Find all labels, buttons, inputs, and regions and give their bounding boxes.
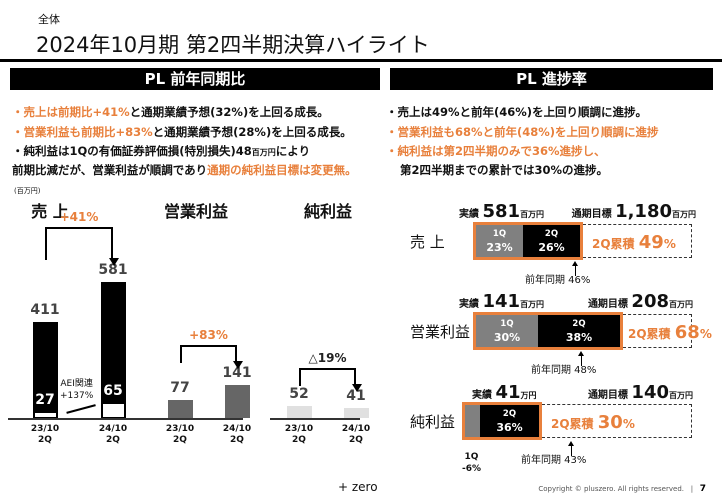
bar: [225, 385, 250, 418]
section-header-left: PL 前年同期比: [10, 68, 380, 90]
prior-year-marker: [575, 264, 576, 276]
bar-value: 411: [30, 301, 60, 318]
right-bullet-2: ・営業利益も68%と前年(48%)を上回り順調に進捗: [386, 125, 659, 139]
bar-value: 581: [98, 262, 128, 279]
arrow-up-icon: [578, 351, 584, 356]
change-label: △19%: [308, 350, 347, 365]
footer-logo: + zero: [338, 480, 378, 494]
q1-segment: 1Q 30%: [476, 315, 538, 347]
actual-value: 実績 141百万円: [459, 291, 545, 312]
change-bracket: [45, 227, 113, 261]
axis-line: [150, 418, 243, 420]
prior-year-marker: [581, 354, 582, 366]
target-remaining-box: [623, 314, 692, 348]
aei-arrow-icon: [66, 404, 96, 414]
left-bullet-1: ・売上は前期比+41%と通期業績予想(32%)を上回る成長。: [12, 105, 329, 119]
progress-label: 営業利益: [410, 323, 471, 341]
bar: [101, 282, 126, 418]
target-value: 通期目標 1,180百万円: [571, 201, 696, 222]
page-number: 7: [699, 484, 706, 494]
prior-year-marker: [571, 444, 572, 456]
x-tick-label: 24/10 2Q: [341, 424, 371, 445]
axis-line: [8, 418, 155, 420]
left-bullet-2: ・営業利益も前期比+83%と通期業績予想(28%)を上回る成長。: [12, 125, 352, 139]
change-arrow-icon: [233, 361, 243, 369]
arrow-up-icon: [568, 441, 574, 446]
footer-copyright: Copyright © pluszero. All rights reserve…: [538, 484, 706, 494]
prior-year-progress: 前年同期 43%: [521, 455, 587, 466]
cumulative-progress: 2Q累積 49%: [592, 232, 676, 253]
progress-label: 売 上: [410, 233, 445, 251]
category-label: 全体: [38, 13, 60, 26]
q1-segment: [465, 405, 480, 437]
group-title: 売 上: [31, 202, 69, 221]
bar-value: 77: [170, 379, 190, 396]
bar: [33, 321, 58, 418]
progress-bar: 2Q 36%: [462, 402, 542, 440]
bar-value: 52: [289, 385, 309, 402]
change-label: +41%: [59, 210, 99, 225]
x-tick-label: 23/10 2Q: [30, 424, 60, 445]
q1-note: 1Q -6%: [462, 452, 482, 474]
group-title: 営業利益: [163, 202, 228, 221]
change-bracket: [299, 367, 356, 387]
x-tick-label: 23/10 2Q: [165, 424, 195, 445]
progress-label: 純利益: [410, 413, 456, 431]
change-bracket: [180, 345, 237, 363]
sub-bar: [102, 402, 125, 418]
sub-bar-value: 27: [35, 391, 55, 408]
target-value: 通期目標 140百万円: [587, 382, 693, 403]
section-header-right: PL 進捗率: [390, 68, 713, 90]
bar: [344, 408, 369, 418]
target-remaining-box: [542, 404, 692, 438]
actual-value: 実績 581百万円: [459, 201, 545, 222]
actual-value: 実績 41万円: [472, 382, 537, 403]
sub-bar: [34, 411, 57, 418]
target-remaining-box: [583, 224, 692, 258]
progress-bar: 1Q 23% 2Q 26%: [473, 222, 583, 260]
right-bullet-3: ・純利益は第2四半期のみで36%進捗し、: [386, 144, 606, 158]
change-arrow-icon: [352, 384, 362, 393]
bar-value: 41: [346, 388, 366, 405]
aei-annotation: AEI関連 +137%: [60, 379, 94, 401]
sub-bar-value: 65: [103, 382, 123, 399]
left-bullet-3: ・純利益は1Qの有価証券評価損(特別損失)48百万円により: [12, 144, 311, 158]
q2-segment: 2Q 26%: [523, 225, 580, 257]
prior-year-progress: 前年同期 46%: [525, 275, 591, 286]
unit-label: (百万円): [14, 187, 41, 195]
cumulative-progress: 2Q累積 68%: [628, 322, 712, 343]
x-tick-label: 24/10 2Q: [222, 424, 252, 445]
bar: [287, 405, 312, 418]
progress-bar: 1Q 30% 2Q 38%: [473, 312, 623, 350]
bar-value: 141: [222, 365, 252, 381]
arrow-up-icon: [572, 261, 578, 266]
right-bullet-1: ・売上は49%と前年(46%)を上回り順調に進捗。: [386, 105, 648, 119]
target-value: 通期目標 208百万円: [587, 291, 693, 312]
title-divider: [0, 59, 722, 62]
q2-segment: 2Q 38%: [538, 315, 620, 347]
right-bullet-4: 第2四半期までの累計では30%の進捗。: [400, 163, 609, 177]
cumulative-progress: 2Q累積 30%: [551, 412, 635, 433]
left-bullet-4: 前期比減だが、営業利益が順調であり通期の純利益目標は変更無。: [12, 163, 357, 177]
change-label: +83%: [189, 328, 228, 342]
prior-year-progress: 前年同期 48%: [531, 365, 597, 376]
x-tick-label: 23/10 2Q: [284, 424, 314, 445]
q1-segment: 1Q 23%: [476, 225, 523, 257]
change-arrow-icon: [109, 258, 119, 267]
page-title: 2024年10月期 第2四半期決算ハイライト: [36, 33, 430, 57]
group-title: 純利益: [303, 202, 352, 221]
axis-line: [270, 418, 360, 420]
q2-segment: 2Q 36%: [480, 405, 539, 437]
bar: [168, 399, 193, 418]
x-tick-label: 24/10 2Q: [98, 424, 128, 445]
